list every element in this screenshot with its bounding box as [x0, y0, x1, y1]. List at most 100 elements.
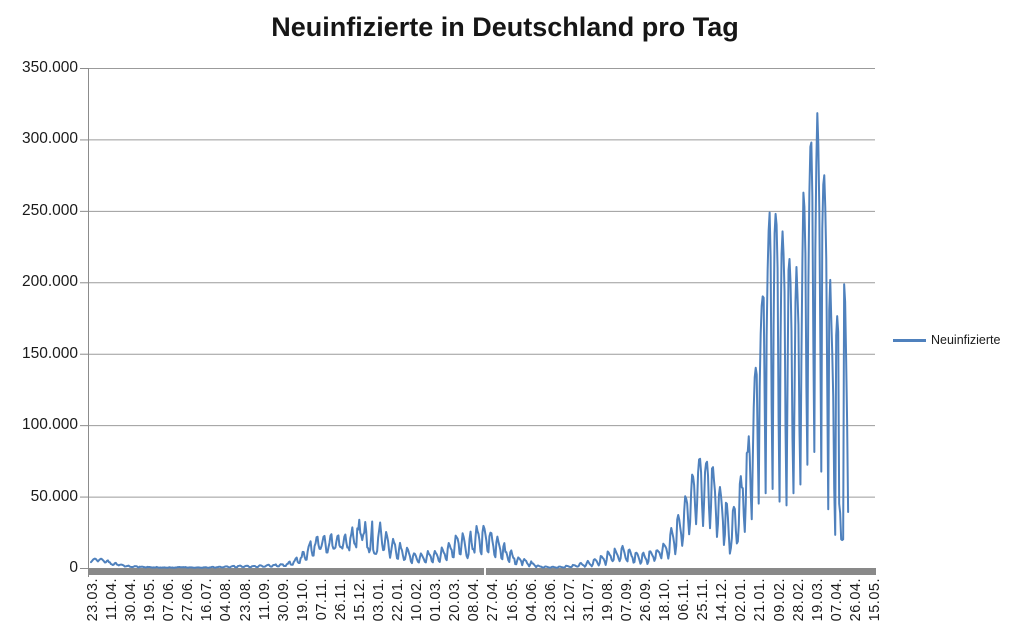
x-tick-label-slot: 23.08.: [238, 577, 254, 639]
x-tick-label-slot: 19.03.: [810, 577, 826, 639]
x-tick-label: 15.12.: [351, 578, 368, 622]
x-tick-label: 18.10.: [657, 578, 674, 622]
x-tick-label: 14.12.: [714, 578, 731, 622]
y-tick-label: 250.000: [21, 201, 78, 219]
x-tick-label-slot: 07.11.: [314, 577, 330, 639]
x-tick-label: 22.01.: [390, 578, 407, 622]
x-tick-label-slot: 11.09.: [257, 577, 273, 639]
x-tick-label-slot: 15.05.: [867, 577, 883, 639]
x-tick-label-slot: 27.06.: [180, 577, 196, 639]
y-tick-label: 150.000: [21, 344, 78, 362]
x-tick-label-slot: 30.09.: [276, 577, 292, 639]
x-tick-label-slot: 02.01.: [733, 577, 749, 639]
x-tick-label: 20.03.: [447, 578, 464, 622]
x-tick-label-slot: 31.07.: [581, 577, 597, 639]
x-tick-label-slot: 21.01.: [752, 577, 768, 639]
x-tick-label: 03.01.: [371, 578, 388, 622]
legend: Neuinfizierte: [893, 333, 1000, 347]
x-tick-label: 23.06.: [542, 578, 559, 622]
y-tick-label: 100.000: [21, 416, 78, 434]
x-tick-label-slot: 25.11.: [695, 577, 711, 639]
y-tick-label: 0: [69, 559, 78, 576]
x-tick-label: 28.02.: [790, 578, 807, 622]
x-tick-label: 07.11.: [313, 578, 330, 621]
x-tick-label: 16.07.: [199, 578, 216, 622]
x-tick-label: 31.07.: [580, 578, 597, 622]
x-tick-label: 10.02.: [409, 578, 426, 622]
x-tick-label: 15.05.: [866, 578, 883, 622]
x-tick-label: 19.03.: [809, 578, 826, 622]
x-tick-label-slot: 28.02.: [791, 577, 807, 639]
x-tick-label: 19.05.: [142, 578, 159, 622]
x-tick-label: 27.06.: [180, 578, 197, 622]
x-axis-bar: [88, 568, 876, 575]
x-tick-label: 07.09.: [618, 578, 635, 622]
x-tick-label-slot: 16.07.: [199, 577, 215, 639]
x-tick-label-slot: 08.04.: [466, 577, 482, 639]
x-tick-label-slot: 07.04.: [829, 577, 845, 639]
x-tick-label: 08.04.: [466, 578, 483, 622]
x-tick-label-slot: 30.04.: [123, 577, 139, 639]
series-line-neuinfizierte: [90, 112, 850, 569]
x-tick-label: 06.11.: [676, 578, 693, 621]
x-tick-label: 12.07.: [561, 578, 578, 622]
x-tick-label: 27.04.: [485, 578, 502, 622]
y-tick-label: 350.000: [21, 59, 78, 76]
x-tick-label: 04.08.: [218, 578, 235, 622]
x-tick-label-slot: 27.04.: [485, 577, 501, 639]
x-tick-label-slot: 23.06.: [543, 577, 559, 639]
legend-line-sample: [893, 338, 926, 342]
x-tick-label: 25.11.: [695, 578, 712, 621]
x-tick-label-slot: 19.05.: [142, 577, 158, 639]
x-tick-label-slot: 18.10.: [657, 577, 673, 639]
x-tick-label-slot: 16.05.: [505, 577, 521, 639]
chart-title: Neuinfizierte in Deutschland pro Tag: [271, 12, 739, 42]
x-tick-label-slot: 15.12.: [352, 577, 368, 639]
x-tick-label: 09.02.: [771, 578, 788, 622]
x-tick-label-slot: 06.11.: [676, 577, 692, 639]
x-tick-label: 19.08.: [599, 578, 616, 622]
x-tick-label-slot: 11.04.: [104, 577, 120, 639]
x-tick-label-slot: 14.12.: [714, 577, 730, 639]
x-tick-label: 07.06.: [161, 578, 178, 622]
x-tick-label: 23.03.: [85, 578, 101, 622]
x-tick-label-slot: 07.09.: [619, 577, 635, 639]
y-tick-label: 200.000: [21, 273, 78, 291]
y-tick-label: 50.000: [30, 487, 78, 505]
x-tick-label-slot: 09.02.: [772, 577, 788, 639]
x-tick-label-slot: 03.01.: [371, 577, 387, 639]
x-tick-label: 26.04.: [847, 578, 864, 622]
y-tick-label: 300.000: [21, 130, 78, 148]
x-tick-label: 26.09.: [638, 578, 655, 622]
x-tick-label: 11.04.: [104, 578, 121, 621]
x-tick-label-slot: 26.11.: [333, 577, 349, 639]
x-tick-label: 21.01.: [752, 578, 769, 622]
x-tick-label-slot: 22.01.: [390, 577, 406, 639]
x-tick-label: 16.05.: [504, 578, 521, 622]
x-tick-label-slot: 04.08.: [218, 577, 234, 639]
x-tick-label-slot: 26.04.: [848, 577, 864, 639]
x-tick-label: 04.06.: [523, 578, 540, 622]
x-tick-label: 30.04.: [123, 578, 140, 622]
x-tick-label: 23.08.: [237, 578, 254, 622]
x-tick-label-slot: 04.06.: [524, 577, 540, 639]
legend-label: Neuinfizierte: [931, 333, 1001, 347]
x-tick-label-slot: 01.03.: [428, 577, 444, 639]
x-tick-label: 02.01.: [733, 578, 750, 622]
x-tick-label: 26.11.: [332, 578, 349, 621]
x-tick-label-slot: 23.03.: [85, 577, 101, 639]
x-tick-label: 30.09.: [275, 578, 292, 622]
x-tick-label: 01.03.: [428, 578, 445, 622]
x-tick-label-slot: 12.07.: [562, 577, 578, 639]
x-tick-label-slot: 19.10.: [295, 577, 311, 639]
x-tick-label: 07.04.: [828, 578, 845, 622]
x-tick-label-slot: 20.03.: [447, 577, 463, 639]
x-tick-label-slot: 19.08.: [600, 577, 616, 639]
x-tick-label-slot: 07.06.: [161, 577, 177, 639]
x-tick-label: 11.09.: [256, 578, 273, 621]
x-axis-bar-gap: [484, 568, 486, 575]
x-tick-label-slot: 10.02.: [409, 577, 425, 639]
x-tick-label-slot: 26.09.: [638, 577, 654, 639]
